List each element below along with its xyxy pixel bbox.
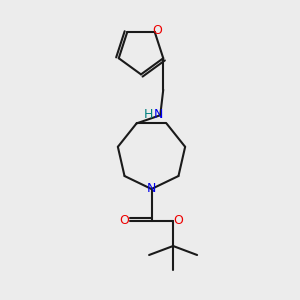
Text: O: O	[120, 214, 129, 227]
Text: H: H	[144, 108, 154, 121]
Text: O: O	[174, 214, 183, 227]
Text: O: O	[152, 24, 162, 37]
Text: N: N	[154, 108, 164, 121]
Text: N: N	[147, 182, 156, 196]
